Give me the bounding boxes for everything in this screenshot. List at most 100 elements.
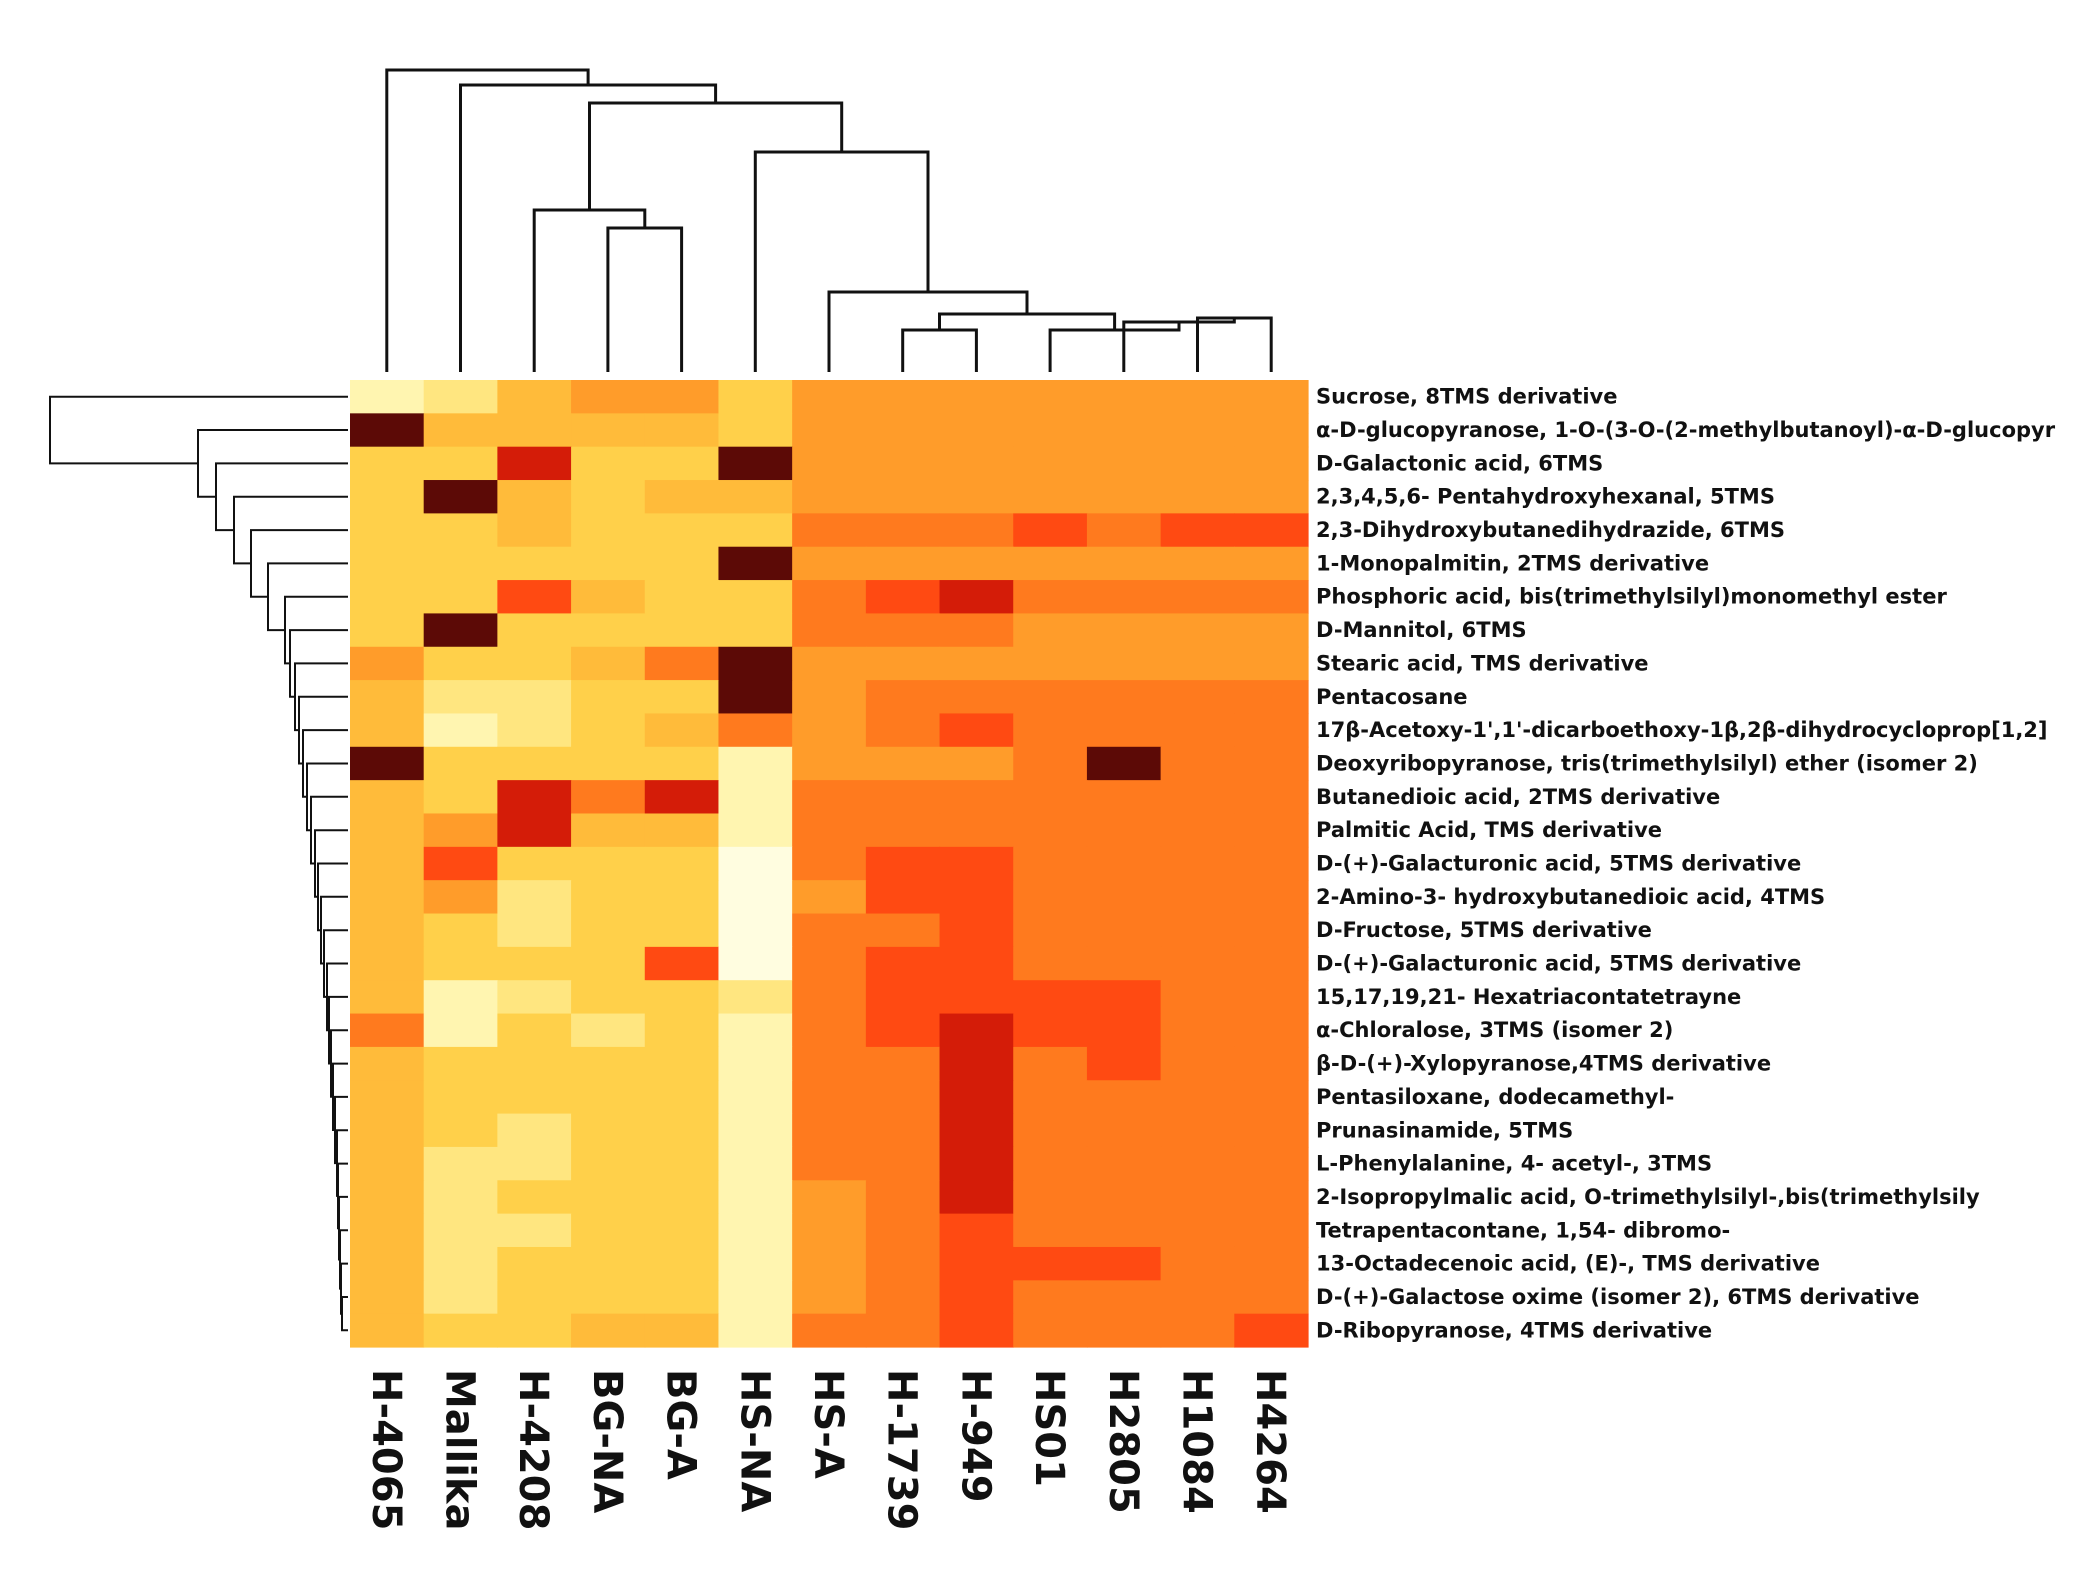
row-label: L-Phenylalanine, 4- acetyl-, 3TMS — [1316, 1152, 1712, 1176]
heatmap-cell — [1013, 913, 1088, 948]
heatmap-cell — [1160, 480, 1235, 514]
heatmap-cell — [939, 380, 1014, 414]
heatmap-cell — [497, 913, 572, 948]
row-label: α-Chloralose, 3TMS (isomer 2) — [1316, 1018, 1673, 1042]
heatmap-cell — [497, 380, 572, 414]
heatmap-cell — [1013, 1180, 1088, 1215]
heatmap-cell — [571, 746, 646, 781]
heatmap-cell — [939, 513, 1014, 548]
heatmap-cell — [1160, 1113, 1235, 1148]
heatmap-cell — [1234, 680, 1309, 715]
heatmap-cell — [571, 380, 646, 414]
heatmap-cell — [350, 813, 425, 848]
heatmap-cell — [497, 780, 572, 815]
heatmap-cell — [718, 846, 793, 881]
heatmap-cell — [1086, 546, 1162, 581]
heatmap-cell — [1086, 1113, 1162, 1148]
heatmap-cell — [792, 580, 867, 615]
heatmap-cell — [497, 946, 572, 981]
heatmap-cell — [718, 780, 793, 815]
heatmap-cell — [497, 513, 572, 548]
row-label: 2-Isopropylmalic acid, O-trimethylsilyl-… — [1316, 1185, 1980, 1209]
heatmap-cell — [497, 846, 572, 881]
heatmap-cell — [497, 880, 572, 915]
dendrogram-branch — [532, 208, 647, 372]
heatmap-cell — [1234, 813, 1309, 848]
heatmap-cell — [792, 646, 867, 681]
heatmap-cell — [423, 613, 498, 648]
heatmap-cell — [718, 880, 793, 915]
heatmap-cell — [1013, 1313, 1088, 1348]
heatmap-cell — [1013, 813, 1088, 848]
heatmap-cell — [1013, 546, 1088, 581]
heatmap-cell — [1086, 1280, 1162, 1315]
heatmap-cell — [1160, 1146, 1235, 1181]
heatmap-cell — [792, 1246, 867, 1281]
heatmap-cell — [1160, 646, 1235, 681]
heatmap-cell — [865, 846, 941, 881]
heatmap-cell — [350, 1013, 425, 1048]
heatmap-cell — [1234, 980, 1309, 1015]
heatmap-cell — [497, 480, 572, 514]
heatmap-cell — [865, 1146, 941, 1181]
heatmap-cell — [1086, 780, 1162, 815]
heatmap-cell — [571, 1246, 646, 1281]
heatmap-cell — [1086, 1146, 1162, 1181]
heatmap-cell — [423, 780, 498, 815]
column-label: HS01 — [1026, 1369, 1072, 1487]
heatmap-cell — [718, 546, 793, 581]
heatmap-cell — [350, 880, 425, 915]
heatmap-cell — [497, 580, 572, 615]
heatmap-cell — [644, 913, 720, 948]
heatmap-cell — [1160, 913, 1235, 948]
heatmap-cell — [423, 746, 498, 781]
column-label: H4264 — [1247, 1369, 1293, 1514]
heatmap-cell — [497, 1180, 572, 1215]
heatmap-cell — [865, 813, 941, 848]
heatmap-cell — [939, 1213, 1014, 1248]
heatmap-cell — [1160, 946, 1235, 981]
heatmap-cell — [1160, 613, 1235, 648]
heatmap-cell — [1234, 1113, 1309, 1148]
heatmap-cell — [792, 1046, 867, 1081]
heatmap-cell — [865, 380, 941, 414]
heatmap-cell — [644, 813, 720, 848]
heatmap-cell — [1086, 1013, 1162, 1048]
heatmap-cell — [718, 1046, 793, 1081]
heatmap-cell — [718, 413, 793, 448]
heatmap-cell — [792, 380, 867, 414]
heatmap-cell — [497, 646, 572, 681]
heatmap-cell — [939, 1280, 1014, 1315]
heatmap-cell — [497, 813, 572, 848]
heatmap-cell — [939, 646, 1014, 681]
heatmap-cell — [1160, 1180, 1235, 1215]
heatmap-cell — [939, 680, 1014, 715]
heatmap-cell — [1013, 1246, 1088, 1281]
heatmap-cell — [718, 913, 793, 948]
heatmap-cell — [571, 1113, 646, 1148]
heatmap-cell — [497, 1080, 572, 1115]
row-label: Pentasiloxane, dodecamethyl- — [1316, 1085, 1674, 1109]
heatmap-cell — [865, 880, 941, 915]
heatmap-cell — [571, 546, 646, 581]
heatmap-cell — [1234, 913, 1309, 948]
heatmap-cell — [1086, 846, 1162, 881]
heatmap-cell — [423, 913, 498, 948]
heatmap-cell — [718, 580, 793, 615]
heatmap-cell — [792, 746, 867, 781]
heatmap-cell — [644, 580, 720, 615]
heatmap-cell — [939, 746, 1014, 781]
heatmap-cell — [497, 1046, 572, 1081]
heatmap-cell — [644, 513, 720, 548]
heatmap-cell — [423, 380, 498, 414]
heatmap-cell — [1086, 713, 1162, 748]
heatmap-cell — [1234, 880, 1309, 915]
heatmap-cell — [1086, 1313, 1162, 1348]
heatmap-cell — [1234, 1246, 1309, 1281]
heatmap-cell — [350, 780, 425, 815]
heatmap-cell — [1013, 1113, 1088, 1148]
heatmap-cell — [644, 1013, 720, 1048]
heatmap-cell — [1234, 1046, 1309, 1081]
heatmap-cell — [1013, 946, 1088, 981]
heatmap-cell — [1086, 613, 1162, 648]
